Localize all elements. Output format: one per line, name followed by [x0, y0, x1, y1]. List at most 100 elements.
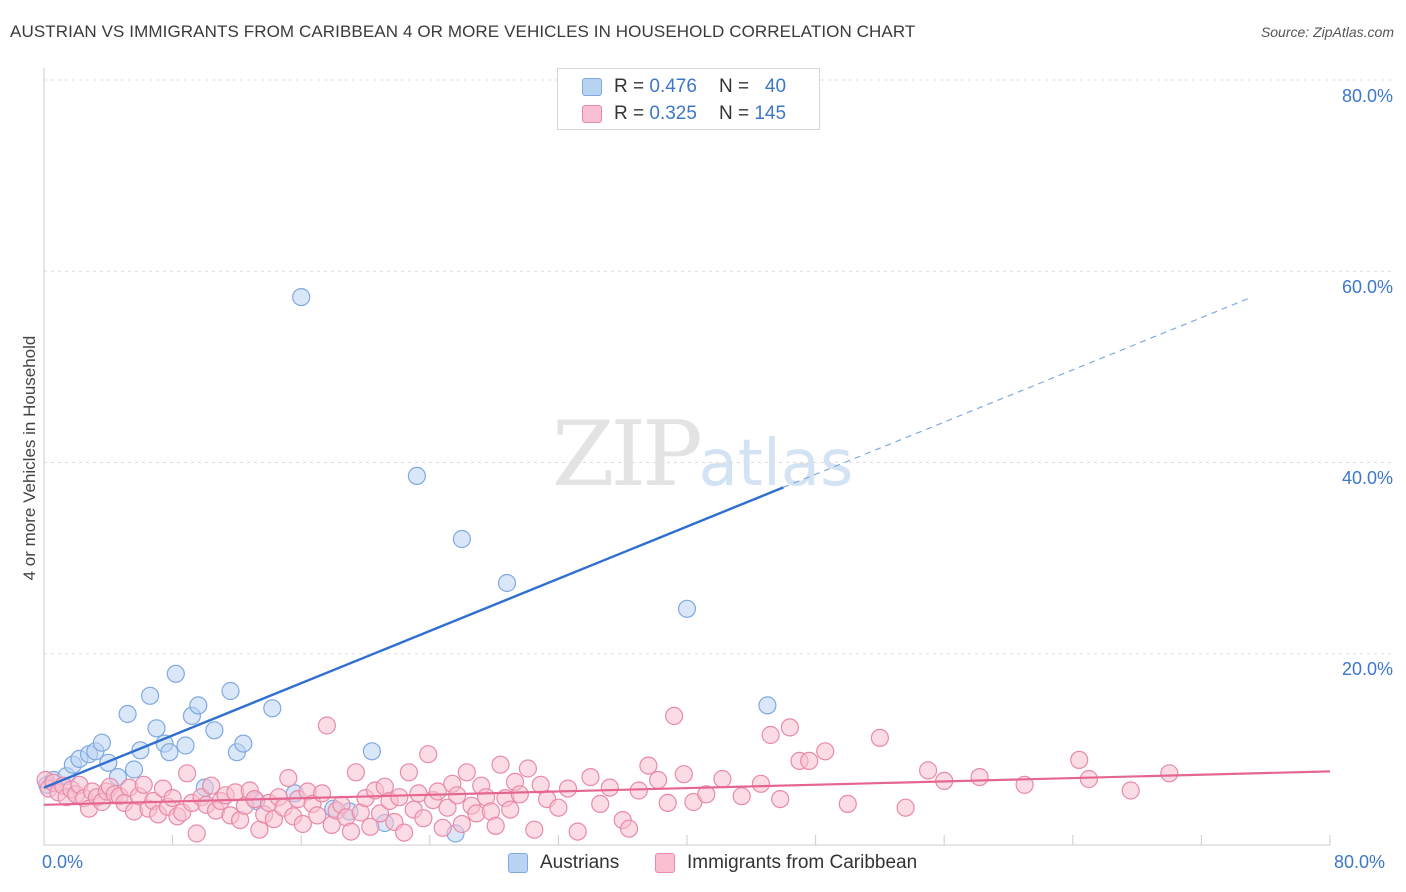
caribbean-point [187, 824, 206, 843]
n-label: N = [718, 76, 750, 97]
austrians-point [124, 760, 144, 779]
caribbean-point [486, 816, 505, 836]
stats-legend: R = 0.476 N = 40 R = 0.325 N = 145 [557, 68, 820, 130]
caribbean-point [619, 819, 639, 838]
n-value-austrians: 40 [764, 76, 787, 97]
caribbean-point [674, 765, 693, 784]
austrians-point [147, 719, 166, 738]
legend-row-caribbean: R = 0.325 N = 145 [582, 102, 786, 126]
austrians-point [263, 699, 282, 718]
caribbean-point [399, 763, 418, 782]
y-tick-label-80: 80.0% [1341, 86, 1393, 106]
austrians-point [118, 704, 137, 724]
caribbean-legend-label: Immigrants from Caribbean [687, 852, 918, 873]
caribbean-point [658, 793, 677, 813]
caribbean-point [518, 759, 538, 778]
caribbean-point [549, 798, 568, 817]
caribbean-point [600, 778, 619, 797]
caribbean-point [771, 789, 790, 809]
r-value-caribbean: 0.325 [649, 103, 697, 124]
caribbean-point [293, 814, 312, 834]
caribbean-point [438, 798, 457, 817]
caribbean-point [838, 794, 857, 814]
caribbean-point [250, 820, 269, 839]
caribbean-point [970, 767, 989, 787]
y-axis-label: 4 or more Vehicles in Household [20, 335, 39, 581]
austrians-point [452, 529, 471, 549]
caribbean-trend-line [43, 770, 1331, 806]
austrians-point [497, 573, 517, 593]
austrians-point [92, 733, 112, 752]
caribbean-point [1070, 750, 1089, 770]
caribbean-point [1160, 764, 1179, 783]
watermark-atlas: atlas [698, 427, 854, 501]
caribbean-point [346, 763, 365, 782]
watermark-zip: ZIP [552, 402, 703, 507]
caribbean-point [279, 768, 298, 788]
caribbean-point [780, 718, 800, 737]
austrians-point [758, 696, 777, 715]
y-tick-label-60: 60.0% [1341, 277, 1393, 297]
bottom-legend-austrians: Austrians [508, 852, 619, 874]
caribbean-point [202, 776, 221, 795]
austrians-point [176, 736, 195, 755]
austrians-point [407, 466, 426, 485]
caribbean-point [361, 817, 380, 836]
austrians-point [362, 742, 381, 761]
caribbean-point [761, 725, 780, 745]
austrians-point [292, 288, 311, 307]
caribbean-swatch [582, 105, 602, 123]
grid-lines [44, 79, 1392, 655]
y-tick-label-40: 40.0% [1341, 468, 1393, 488]
austrians-legend-label: Austrians [540, 852, 620, 873]
caribbean-point [581, 767, 600, 787]
caribbean-point [414, 809, 433, 828]
caribbean-point [751, 774, 771, 793]
caribbean-point [178, 764, 197, 783]
caribbean-point [1121, 781, 1140, 800]
caribbean-point [313, 784, 332, 803]
caribbean-point [713, 769, 732, 789]
austrians-point [221, 681, 240, 701]
austrians-point [189, 696, 208, 715]
caribbean-point [558, 779, 578, 798]
caribbean-point [317, 716, 336, 735]
austrians-trend-line [43, 486, 784, 789]
legend-row-austrians: R = 0.476 N = 40 [582, 75, 786, 99]
caribbean-point [452, 814, 471, 834]
caribbean-point [370, 804, 390, 823]
caribbean-point [433, 818, 452, 837]
caribbean-point [134, 775, 153, 794]
austrians-point [141, 686, 160, 705]
austrians-swatch [582, 78, 602, 96]
x-tick-label-max: 80.0% [1334, 852, 1386, 872]
caribbean-point [697, 785, 716, 804]
caribbean-point [395, 823, 414, 842]
caribbean-legend-swatch [655, 853, 675, 873]
caribbean-point [1015, 775, 1034, 794]
caribbean-point [390, 788, 409, 807]
austrians-trend-extension [783, 297, 1250, 488]
caribbean-point [419, 745, 438, 764]
r-value-austrians: 0.476 [649, 76, 697, 97]
r-label: R = [614, 103, 645, 124]
austrians-point [234, 734, 253, 753]
austrians-point [677, 599, 697, 618]
caribbean-point [816, 742, 835, 761]
austrians-point [166, 664, 185, 683]
caribbean-point [1079, 769, 1099, 789]
r-label: R = [614, 76, 645, 97]
caribbean-point [896, 798, 915, 817]
caribbean-point [457, 763, 476, 782]
y-tick-label-20: 20.0% [1341, 659, 1393, 679]
caribbean-point [870, 728, 890, 748]
caribbean-point [501, 800, 520, 819]
caribbean-points [36, 706, 1179, 843]
caribbean-point [163, 788, 182, 808]
caribbean-point [308, 806, 327, 825]
caribbean-point [491, 755, 510, 774]
x-tick-label-min: 0.0% [42, 852, 84, 872]
caribbean-point [918, 761, 938, 780]
bottom-legend-caribbean: Immigrants from Caribbean [655, 852, 917, 874]
